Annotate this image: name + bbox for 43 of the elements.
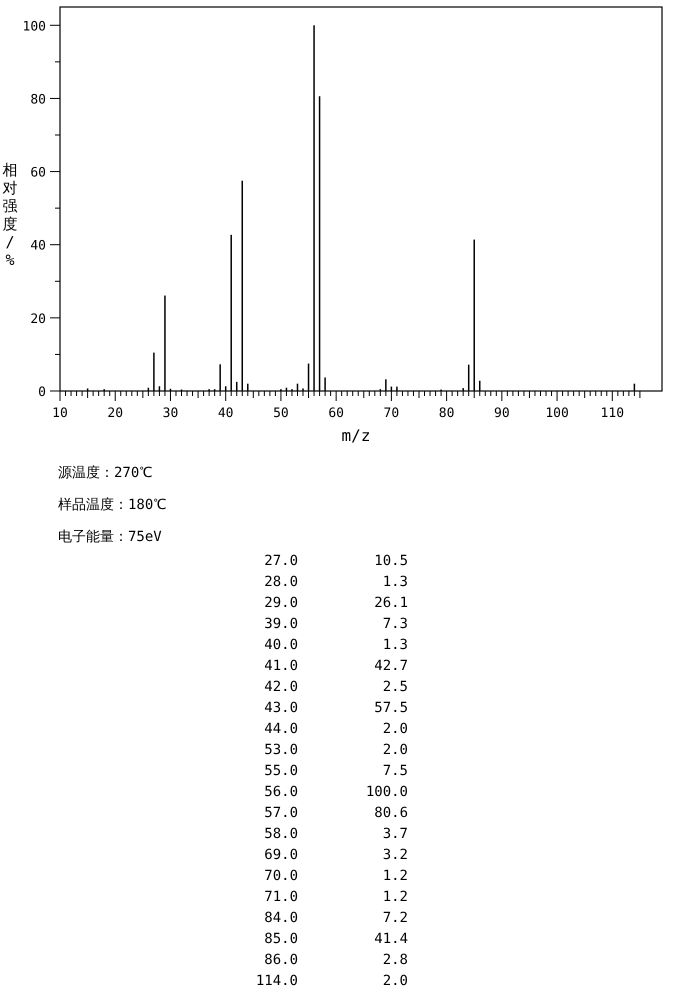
text: 样品温度：180℃ (58, 497, 166, 513)
text: 43.0 57.5 (264, 700, 408, 716)
x-tick-label: 20 (107, 406, 124, 421)
text: 85.0 41.4 (264, 931, 408, 947)
text: 57.0 80.6 (264, 805, 408, 821)
y-tick-label: 20 (30, 312, 46, 327)
text: 69.0 3.2 (264, 847, 408, 863)
text: 41.0 42.7 (264, 658, 408, 674)
text: 53.0 2.0 (264, 742, 408, 758)
y-tick-label: 0 (38, 385, 46, 400)
text: 114.0 2.0 (256, 973, 408, 989)
x-tick-label: 60 (328, 406, 344, 421)
text: 29.0 26.1 (264, 595, 408, 611)
text: 40.0 1.3 (264, 637, 408, 653)
y-tick-label: 60 (30, 166, 46, 181)
x-tick-label: 40 (218, 406, 234, 421)
text: 56.0 100.0 (264, 784, 408, 800)
y-tick-label: 100 (22, 19, 46, 34)
text: 55.0 7.5 (264, 763, 408, 779)
x-tick-label: 110 (600, 406, 624, 421)
text: 58.0 3.7 (264, 826, 408, 842)
y-axis-title: 相对强度/% (2, 161, 18, 269)
x-tick-label: 30 (162, 406, 178, 421)
x-tick-label: 70 (384, 406, 400, 421)
text: 71.0 1.2 (264, 889, 408, 905)
text: 42.0 2.5 (264, 679, 408, 695)
text: 44.0 2.0 (264, 721, 408, 737)
x-tick-label: 10 (52, 406, 68, 421)
x-tick-label: 100 (545, 406, 569, 421)
x-tick-label: 50 (273, 406, 289, 421)
text: 电子能量：75eV (58, 529, 162, 545)
x-tick-label: 80 (438, 406, 454, 421)
text: 84.0 7.2 (264, 910, 408, 926)
x-axis-title: m/z (342, 426, 370, 445)
text: 70.0 1.2 (264, 868, 408, 884)
text: 源温度：270℃ (58, 465, 152, 481)
x-tick-label: 90 (494, 406, 510, 421)
text: 27.0 10.5 (264, 553, 408, 569)
text: 28.0 1.3 (264, 574, 408, 590)
text: 39.0 7.3 (264, 616, 408, 632)
text: 86.0 2.8 (264, 952, 408, 968)
y-tick-label: 80 (30, 92, 46, 108)
y-tick-label: 40 (30, 238, 46, 254)
